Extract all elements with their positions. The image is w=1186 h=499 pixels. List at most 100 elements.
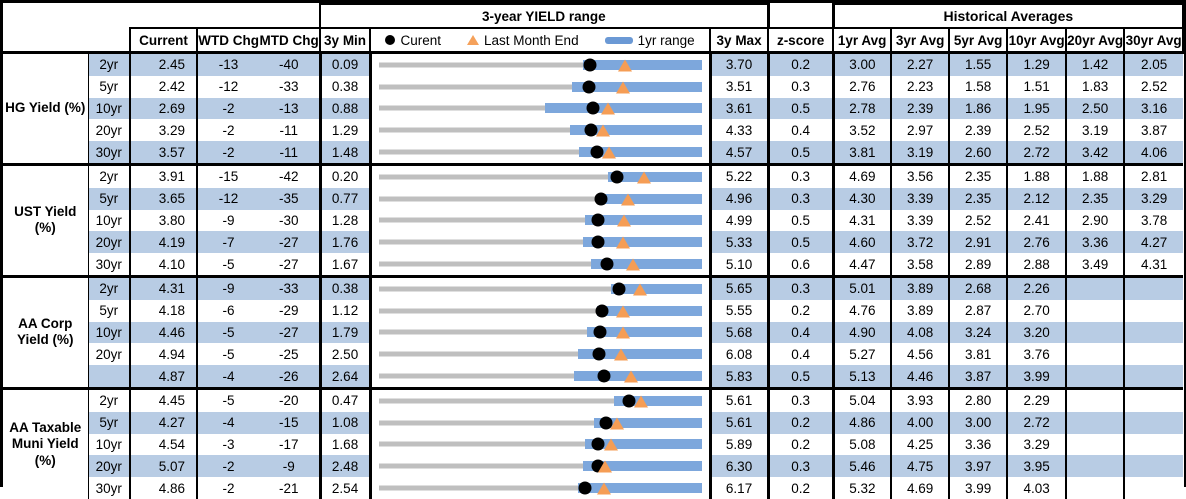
last-month-end-marker [623,370,638,383]
avg-cell: 3.39 [890,209,950,232]
3y-range-track [378,84,702,90]
mtd-chg-cell: -42 [259,162,321,188]
avg-cell [1123,365,1184,389]
table-row: 20yr 5.07 -2 -9 2.48 6.30 0.3 5.46 4.75 3.97 3.95 [3,455,1184,478]
last-month-end-marker [615,236,630,249]
1yr-range-bar [569,125,702,136]
avg-cell: 2.72 [1006,141,1067,165]
current-dot [590,145,604,159]
3y-max-cell: 4.99 [708,209,769,232]
3y-max-cell: 6.08 [708,343,769,366]
yield-range-chart [378,188,702,209]
3y-max-cell: 3.61 [708,97,769,120]
avg-cell: 2.05 [1123,52,1184,76]
current-dot [591,235,605,249]
current-dot [582,80,596,94]
avg-cell: 4.27 [1123,231,1184,254]
avg-cell: 3.49 [1065,253,1125,277]
zscore-cell: 0.2 [766,433,834,456]
tenor-cell: 2yr [87,52,130,76]
yield-table: 3-year YIELD range Historical Averages C… [3,3,1185,499]
avg-cell: 2.97 [890,119,950,142]
3y-min-cell: 0.38 [318,274,371,300]
range-chart-cell [368,299,711,322]
range-chart-cell [368,75,711,98]
avg-cell: 3.00 [948,411,1008,434]
table-row: 10yr 4.54 -3 -17 1.68 5.89 0.2 5.08 4.25 3.36 3.29 [3,433,1184,456]
avg-cell: 5.32 [831,477,892,499]
group-label: HG Yield (%) [3,52,88,165]
3y-min-cell: 2.48 [318,455,371,478]
current-dot [578,481,592,495]
yield-range-chart [378,434,702,455]
last-month-end-marker [637,171,652,184]
avg-cell: 2.35 [948,187,1008,210]
1yr-range-bar [583,59,702,70]
zscore-cell: 0.5 [766,365,834,389]
wtd-chg-cell: -3 [196,433,259,456]
avg-cell: 2.52 [948,209,1008,232]
col-header-30yr-avg: 30yr Avg [1123,27,1185,54]
avg-cell: 5.08 [831,433,892,456]
col-header-mtd: MTD Chg [259,32,319,48]
avg-cell: 3.16 [1123,97,1184,120]
avg-cell: 4.08 [890,321,950,344]
3y-min-cell: 1.67 [318,253,371,277]
avg-cell [1123,343,1184,366]
wtd-chg-cell: -5 [196,386,259,412]
avg-cell [1065,455,1125,478]
current-cell: 4.31 [129,274,197,300]
col-header-1yr-avg: 1yr Avg [832,27,893,54]
avg-cell: 3.97 [948,455,1008,478]
current-dot [593,325,607,339]
wtd-chg-cell: -9 [196,274,259,300]
current-cell: 4.10 [129,253,197,277]
avg-cell: 2.27 [890,52,950,76]
avg-cell: 3.81 [831,141,892,165]
3y-min-cell: 0.47 [318,386,371,412]
current-cell: 5.07 [129,455,197,478]
avg-cell: 2.89 [948,253,1008,277]
yield-range-chart [378,456,702,477]
avg-cell: 2.39 [890,97,950,120]
mtd-chg-cell: -26 [259,365,321,389]
avg-cell: 3.89 [890,299,950,322]
zscore-cell: 0.3 [766,187,834,210]
avg-cell: 2.50 [1065,97,1125,120]
avg-cell [1065,343,1125,366]
avg-cell [1123,455,1184,478]
mtd-chg-cell: -21 [279,480,299,496]
3y-max-cell: 5.33 [708,231,769,254]
yield-range-chart [378,54,702,75]
avg-cell: 2.29 [1006,386,1067,412]
current-dot [584,123,598,137]
legend-current: Curent [385,33,441,48]
last-month-end-marker [617,214,632,227]
last-month-end-marker [616,81,631,94]
range-chart-cell [368,97,711,120]
col-header-3yr-avg: 3yr Avg [890,27,951,54]
current-cell: 4.46 [129,321,197,344]
3y-max-cell: 4.96 [708,187,769,210]
3y-min-cell: 1.68 [318,433,371,456]
avg-cell [1065,299,1125,322]
table-row: 30yr 4.86 -2 -21 2.54 6.17 0.2 5.32 4.69 3.99 4.03 [3,477,1184,499]
table-row: 30yr 3.57 -2 -11 1.48 4.57 0.5 3.81 3.19 2.60 2.72… [3,141,1184,165]
avg-cell: 1.55 [948,52,1008,76]
range-chart-cell [368,411,711,434]
zscore-cell: 0.5 [766,209,834,232]
table-row: UST Yield (%) 2yr 3.91 -15 -42 0.20 5.22 0.3 4.6… [3,162,1184,277]
avg-cell [1123,321,1184,344]
avg-cell: 3.89 [890,274,950,300]
tenor-cell: 5yr [87,187,130,210]
last-month-triangle-icon [467,35,480,45]
avg-cell: 1.58 [948,75,1008,98]
last-month-end-marker [601,102,616,115]
wtd-chg-cell: -12 [196,75,259,98]
3y-min-cell: 1.28 [318,209,371,232]
current-cell: 4.87 [129,365,197,389]
zscore-cell: 0.3 [766,162,834,188]
mtd-chg-cell: -15 [259,411,321,434]
zscore-cell: 0.5 [766,231,834,254]
